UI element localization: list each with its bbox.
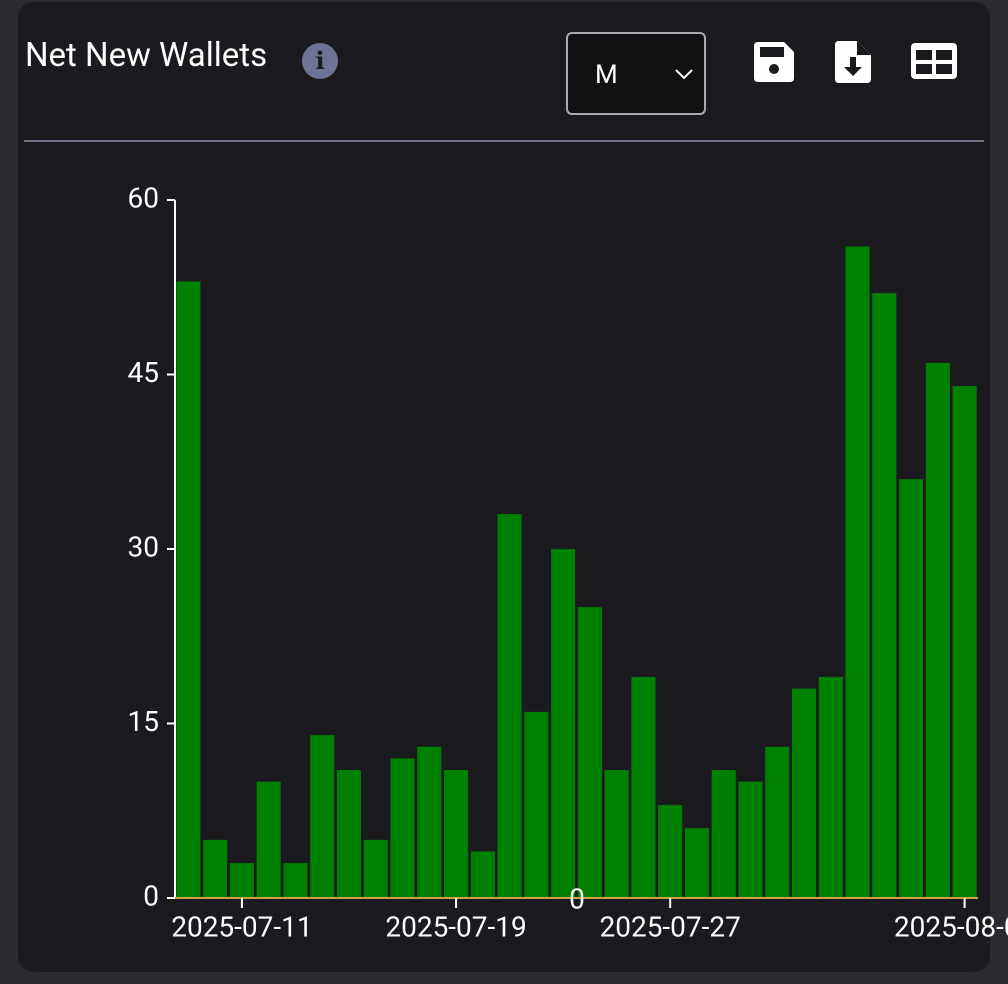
bar	[577, 607, 602, 898]
separator	[24, 140, 984, 142]
table-icon[interactable]	[911, 43, 957, 79]
bar	[658, 804, 683, 898]
bar	[363, 839, 388, 898]
y-tick-label: 30	[128, 530, 159, 563]
bar	[631, 676, 656, 898]
y-tick-label: 15	[128, 705, 159, 738]
x-tick-label: 2025-07-27	[599, 910, 740, 943]
x-tick-label: 2025-07-11	[171, 910, 312, 943]
x-tick-label: 2025-07-19	[385, 910, 526, 943]
bar	[390, 758, 415, 898]
bar	[203, 839, 228, 898]
bar	[256, 781, 281, 898]
bar	[417, 746, 442, 898]
bar	[551, 549, 576, 898]
bar	[283, 863, 308, 898]
bar	[684, 828, 709, 898]
bar	[765, 746, 790, 898]
title: Net New Wallets	[25, 36, 268, 75]
y-tick-label: 45	[128, 356, 159, 389]
y-tick-label: 0	[143, 879, 159, 912]
bar	[738, 781, 763, 898]
bar	[952, 386, 977, 898]
bar	[872, 293, 897, 899]
chevron	[675, 69, 693, 80]
bar	[176, 281, 201, 898]
y-tick-label: 60	[128, 181, 159, 214]
bar	[524, 711, 549, 898]
bar	[899, 479, 924, 898]
bar	[470, 851, 495, 898]
bar	[310, 735, 335, 898]
annotation: 0	[569, 882, 585, 915]
info-icon[interactable]: i	[302, 43, 338, 79]
select-value: M	[595, 60, 618, 90]
bar	[229, 863, 254, 898]
bar	[925, 362, 950, 898]
bar	[336, 770, 362, 898]
bar	[711, 770, 736, 898]
interval-select[interactable]: M	[566, 32, 706, 115]
bar	[818, 676, 843, 898]
bar	[604, 770, 629, 898]
bar	[845, 246, 870, 899]
bar	[444, 770, 469, 898]
download-icon[interactable]	[835, 41, 871, 83]
x-tick-label: 2025-08-07	[894, 910, 1008, 943]
bar	[497, 514, 522, 898]
bar	[791, 688, 817, 898]
save-icon[interactable]	[754, 42, 794, 82]
